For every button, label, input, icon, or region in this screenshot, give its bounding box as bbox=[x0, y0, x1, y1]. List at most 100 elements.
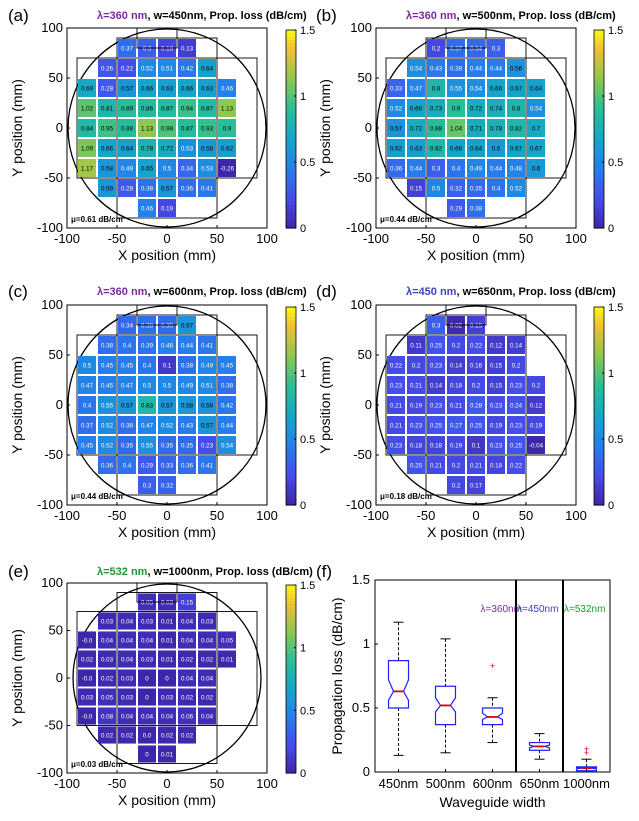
die-value: -0.04 bbox=[529, 443, 544, 450]
colorbar-segment bbox=[594, 379, 604, 384]
colorbar-segment bbox=[594, 310, 604, 315]
y-tick-label: 50 bbox=[49, 623, 63, 638]
die-cell bbox=[138, 476, 156, 494]
die-value: 0.37 bbox=[450, 46, 463, 53]
die-cell bbox=[118, 119, 136, 137]
die-value: 0.35 bbox=[121, 443, 134, 450]
die-cell bbox=[447, 59, 465, 77]
colorbar-segment bbox=[594, 468, 604, 473]
die-cell bbox=[178, 707, 196, 725]
colorbar-segment bbox=[286, 741, 296, 746]
die-value: 0.15 bbox=[470, 323, 483, 330]
colorbar-segment bbox=[286, 685, 296, 689]
die-cell bbox=[138, 707, 156, 725]
colorbar-segment bbox=[594, 109, 604, 114]
y-tick-label: -100 bbox=[346, 497, 372, 512]
die-cell bbox=[387, 436, 405, 454]
die-cell bbox=[387, 396, 405, 414]
panel-label: (d) bbox=[316, 282, 337, 301]
die-cell bbox=[178, 416, 196, 434]
colorbar-segment bbox=[286, 211, 296, 216]
die-value: 0.3 bbox=[432, 323, 441, 330]
colorbar-tick-label: 1.5 bbox=[300, 302, 315, 314]
die-cell bbox=[78, 669, 96, 687]
die-cell bbox=[218, 376, 236, 394]
colorbar-segment bbox=[594, 198, 604, 203]
die-value: -0.0 bbox=[82, 676, 93, 683]
die-value: 0.1 bbox=[472, 443, 481, 450]
x-tick-label: 50 bbox=[210, 508, 224, 523]
die-cell bbox=[118, 159, 136, 177]
colorbar-segment bbox=[594, 478, 604, 483]
die-cell bbox=[118, 316, 136, 334]
die-cell bbox=[407, 179, 425, 197]
colorbar-segment bbox=[594, 208, 604, 213]
die-value: 0.56 bbox=[510, 66, 523, 73]
die-cell bbox=[98, 650, 116, 668]
die-value: 0.6 bbox=[492, 146, 501, 153]
colorbar-segment bbox=[594, 122, 604, 127]
colorbar-segment bbox=[286, 198, 296, 203]
y-tick-label: 50 bbox=[358, 347, 372, 362]
die-value: 0.4 bbox=[452, 166, 461, 173]
colorbar-segment bbox=[286, 713, 296, 718]
field-frame bbox=[76, 334, 258, 456]
colorbar-segment bbox=[286, 145, 296, 150]
die-value: 0.2 bbox=[452, 343, 461, 350]
die-cell bbox=[158, 650, 176, 668]
group-label-360: λ=360nm bbox=[481, 604, 522, 615]
die-cell bbox=[138, 336, 156, 354]
die-cell bbox=[447, 396, 465, 414]
colorbar-segment bbox=[594, 115, 604, 120]
die-value: 0.35 bbox=[181, 443, 194, 450]
x-tick-label: -50 bbox=[108, 231, 127, 246]
colorbar-segment bbox=[286, 195, 296, 199]
die-value: 0.04 bbox=[101, 638, 114, 645]
colorbar-segment bbox=[286, 105, 296, 110]
die-value: 0.04 bbox=[201, 638, 214, 645]
die-cell bbox=[447, 199, 465, 217]
y-tick-label: -100 bbox=[37, 497, 63, 512]
colorbar-segment bbox=[286, 625, 296, 630]
die-cell bbox=[178, 456, 196, 474]
y-tick-label: 0 bbox=[363, 764, 370, 779]
mean-annotation: μ=0.44 dB/cm bbox=[380, 215, 432, 224]
colorbar-segment bbox=[286, 754, 296, 758]
colorbar-segment bbox=[594, 178, 604, 183]
colorbar-segment bbox=[594, 214, 604, 219]
die-value: 0.34 bbox=[121, 323, 134, 330]
die-value: 0.48 bbox=[510, 166, 523, 173]
die-cell bbox=[467, 199, 485, 217]
die-value: 0.38 bbox=[121, 423, 134, 430]
die-value: 0.49 bbox=[181, 383, 194, 390]
die-cell bbox=[138, 99, 156, 117]
colorbar-segment bbox=[594, 145, 604, 150]
y-tick-label: 0 bbox=[56, 397, 63, 412]
heatmap-panel-4: (d) λ=450 nm, w=650nm, Prop. loss (dB/cm)… bbox=[316, 282, 623, 540]
die-value: 0.62 bbox=[390, 146, 403, 153]
colorbar-segment bbox=[286, 138, 296, 143]
y-axis-label: Y position (mm) bbox=[9, 629, 25, 727]
colorbar-segment bbox=[286, 679, 296, 683]
die-value: 0.82 bbox=[510, 126, 523, 133]
die-cell bbox=[78, 436, 96, 454]
die-value: 0.03 bbox=[101, 657, 114, 664]
y-tick-label: 100 bbox=[350, 297, 372, 312]
die-value: 1.09 bbox=[81, 146, 94, 153]
y-tick-label: -50 bbox=[353, 170, 372, 185]
die-value: 0.06 bbox=[181, 714, 194, 721]
die-value: 0.57 bbox=[121, 403, 134, 410]
colorbar-segment bbox=[286, 588, 296, 592]
die-cell bbox=[218, 119, 236, 137]
die-cell bbox=[507, 456, 525, 474]
colorbar-segment bbox=[594, 132, 604, 137]
colorbar-frame bbox=[593, 306, 605, 506]
die-cell bbox=[218, 139, 236, 157]
colorbar-segment bbox=[594, 491, 604, 496]
die-value: 0.47 bbox=[121, 383, 134, 390]
x-tick-label: -50 bbox=[108, 776, 127, 791]
x-tick-label: -100 bbox=[363, 508, 389, 523]
die-cell bbox=[78, 99, 96, 117]
colorbar-segment bbox=[594, 498, 604, 503]
colorbar-segment bbox=[594, 366, 604, 371]
